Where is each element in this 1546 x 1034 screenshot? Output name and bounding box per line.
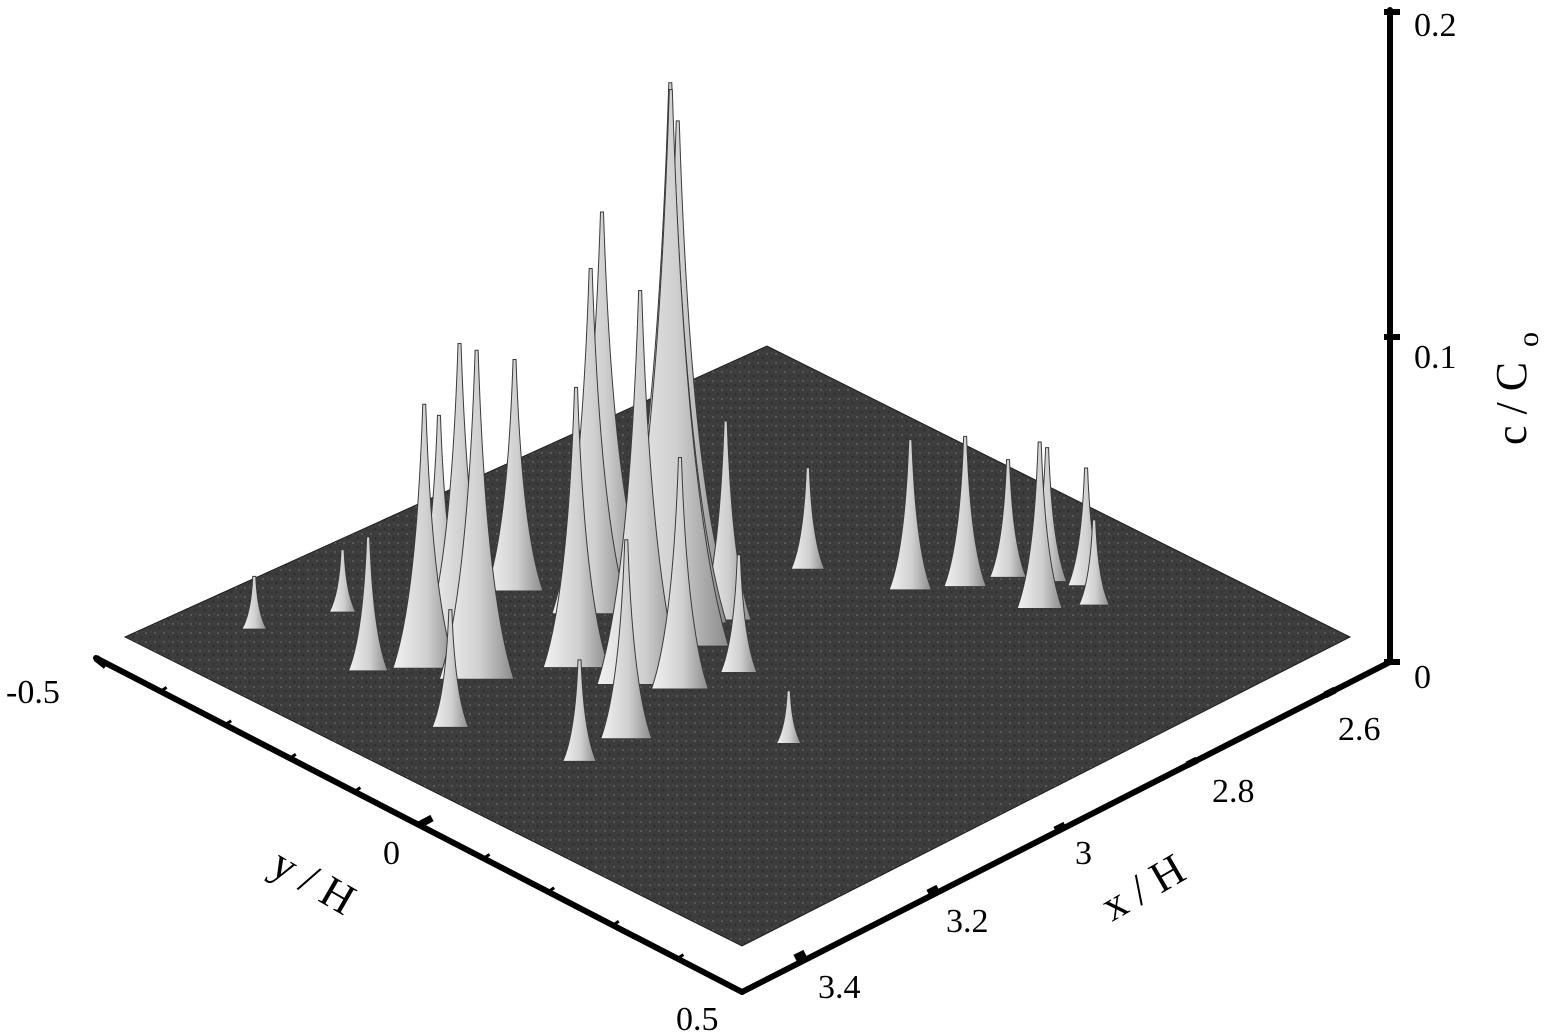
z-tick-label: 0 bbox=[1414, 659, 1431, 696]
x-tick-mark bbox=[926, 884, 940, 897]
x-tick-label: 3 bbox=[1075, 835, 1092, 872]
x-tick-label: 2.8 bbox=[1212, 773, 1255, 810]
x-tick-mark bbox=[1323, 686, 1337, 699]
x-axis-ticks: 2.6 2.8 3 3.2 3.4 bbox=[793, 686, 1381, 1006]
surface-peak bbox=[542, 386, 610, 669]
z-axis-title-main: c / C bbox=[1487, 362, 1536, 445]
surface-peak bbox=[989, 459, 1028, 578]
surface-peak bbox=[943, 435, 988, 588]
minor-tick-mark bbox=[1065, 821, 1073, 829]
z-tick-label: 0.2 bbox=[1414, 7, 1457, 44]
x-tick-mark bbox=[1053, 821, 1067, 834]
surface-peak bbox=[328, 549, 357, 613]
minor-tick-mark bbox=[159, 686, 168, 693]
surface-peak bbox=[888, 439, 933, 591]
surface-peak bbox=[347, 536, 389, 672]
y-axis-ticks: -0.5 0 0.5 bbox=[6, 655, 719, 1034]
surface-peak bbox=[599, 539, 653, 740]
z-tick-label: 0.1 bbox=[1414, 339, 1457, 376]
surface-peak bbox=[775, 690, 802, 744]
surface-peak bbox=[790, 467, 826, 570]
y-tick-label: 0.5 bbox=[676, 1001, 719, 1034]
surface-peak bbox=[392, 403, 457, 669]
y-tick-mark bbox=[417, 814, 434, 829]
minor-tick-mark bbox=[482, 853, 491, 860]
surface-peaks bbox=[241, 82, 1111, 762]
minor-tick-mark bbox=[1129, 788, 1138, 796]
x-tick-mark bbox=[1185, 756, 1199, 769]
z-axis-ticks: 0.2 0.1 0 bbox=[1384, 7, 1457, 696]
minor-tick-mark bbox=[1259, 722, 1268, 730]
minor-tick-mark bbox=[805, 953, 814, 961]
minor-tick-mark bbox=[1000, 854, 1009, 862]
surface-peak bbox=[241, 575, 268, 630]
z-axis-title: c / C o bbox=[1487, 332, 1545, 445]
surface-peak bbox=[438, 349, 515, 680]
surface-peak bbox=[485, 358, 544, 592]
surface-peak bbox=[596, 289, 684, 685]
surface-peak bbox=[561, 659, 598, 762]
x-tick-label: 3.2 bbox=[946, 903, 989, 940]
x-tick-label: 3.4 bbox=[818, 969, 861, 1006]
minor-tick-mark bbox=[870, 920, 879, 928]
minor-tick-mark bbox=[611, 919, 620, 927]
minor-tick-mark bbox=[353, 786, 362, 793]
y-axis-title: y / H bbox=[263, 838, 364, 924]
surface-peak bbox=[719, 554, 758, 674]
x-tick-label: 2.6 bbox=[1338, 711, 1381, 748]
minor-tick-mark bbox=[224, 719, 233, 727]
surface-peak bbox=[1078, 519, 1111, 606]
minor-ticks bbox=[159, 686, 1333, 961]
y-tick-label: -0.5 bbox=[6, 674, 60, 711]
y-tick-label: 0 bbox=[383, 835, 400, 872]
y-tick-mark bbox=[93, 655, 109, 669]
minor-tick-mark bbox=[676, 953, 685, 960]
surface-peak bbox=[1016, 441, 1064, 610]
surface-peak bbox=[650, 457, 710, 690]
minor-tick-mark bbox=[547, 886, 556, 894]
z-axis-title-sub: o bbox=[1512, 332, 1545, 347]
minor-tick-mark bbox=[288, 752, 297, 760]
surface-peak bbox=[431, 609, 470, 728]
x-tick-mark bbox=[793, 949, 807, 962]
x-axis-title: x / H bbox=[1093, 844, 1194, 930]
